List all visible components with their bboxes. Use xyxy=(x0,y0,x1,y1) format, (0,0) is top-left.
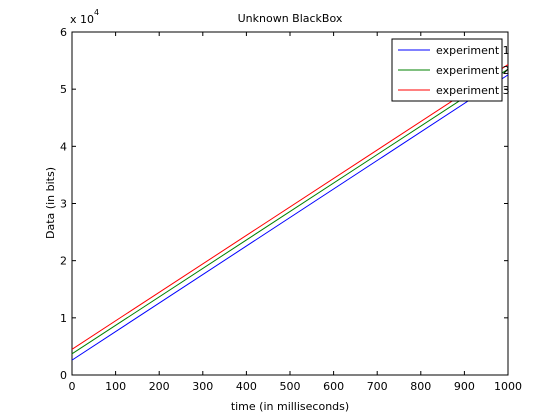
y-multiplier-exponent: 4 xyxy=(94,8,99,17)
y-tick-label: 3 xyxy=(60,198,67,211)
y-multiplier: x 10 xyxy=(70,13,94,26)
x-tick-label: 300 xyxy=(192,380,213,393)
y-axis-label: Data (in bits) xyxy=(44,167,57,239)
y-tick-label: 6 xyxy=(60,26,67,39)
y-tick-label: 1 xyxy=(60,312,67,325)
legend-label: experiment 1 xyxy=(436,44,510,57)
chart-title: Unknown BlackBox xyxy=(238,12,343,25)
x-tick-label: 400 xyxy=(236,380,257,393)
y-tick-label: 2 xyxy=(60,255,67,268)
legend-label: experiment 3 xyxy=(436,84,510,97)
x-tick-label: 0 xyxy=(69,380,76,393)
x-axis-label: time (in milliseconds) xyxy=(231,400,349,413)
y-tick-label: 0 xyxy=(60,369,67,382)
x-tick-label: 600 xyxy=(323,380,344,393)
x-tick-label: 500 xyxy=(280,380,301,393)
y-tick-label: 5 xyxy=(60,83,67,96)
legend: experiment 1 experiment 2 experiment 3 xyxy=(392,39,510,101)
x-tick-label: 1000 xyxy=(494,380,522,393)
x-tick-label: 900 xyxy=(454,380,475,393)
x-tick-label: 700 xyxy=(367,380,388,393)
x-tick-label: 100 xyxy=(105,380,126,393)
legend-label: experiment 2 xyxy=(436,64,510,77)
x-tick-label: 200 xyxy=(149,380,170,393)
x-tick-label: 800 xyxy=(410,380,431,393)
y-tick-label: 4 xyxy=(60,140,67,153)
